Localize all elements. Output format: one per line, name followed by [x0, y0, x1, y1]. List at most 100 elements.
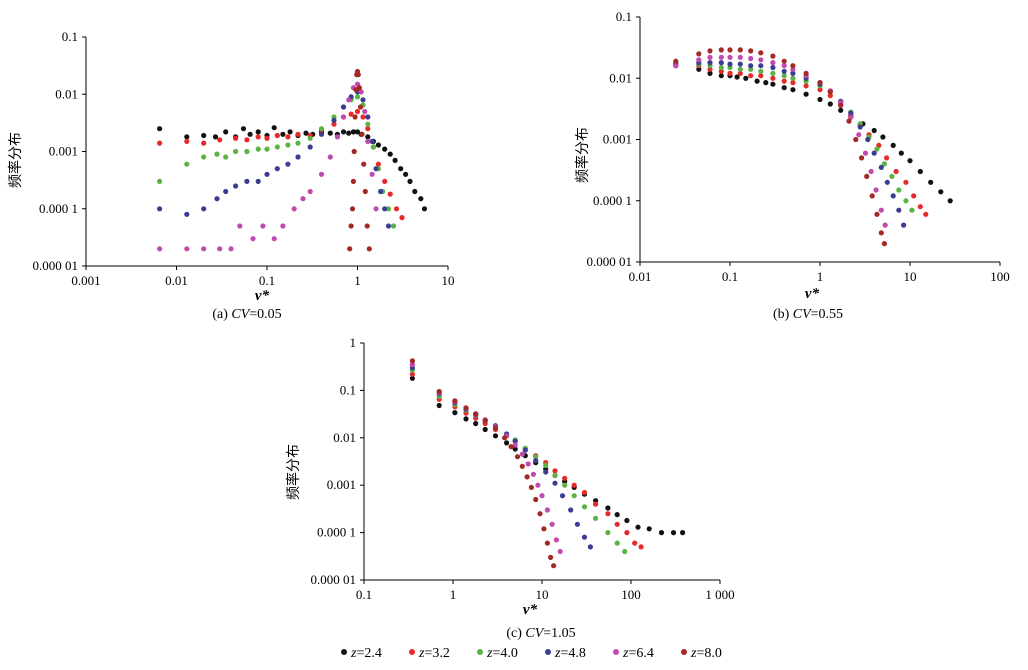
legend-marker	[477, 649, 483, 655]
data-point	[359, 131, 365, 137]
data-point	[551, 563, 557, 569]
y-tick-label-c: 0.000 1	[317, 525, 356, 540]
data-point	[868, 168, 874, 175]
y-tick-label-c: 0.001	[327, 477, 356, 492]
data-point	[360, 97, 366, 103]
panel-b: (b) CV=0.55 0.000 01 0.000 1 0.001 0.01 0.1 0…	[574, 9, 1010, 322]
data-point	[217, 246, 223, 252]
data-point	[581, 489, 588, 496]
data-point	[781, 63, 787, 69]
data-point	[233, 135, 239, 141]
series-a-0	[157, 125, 428, 212]
data-point	[255, 178, 261, 184]
data-point	[452, 398, 458, 404]
data-point	[543, 462, 549, 469]
x-tick-label-c: 10	[536, 587, 549, 602]
data-point	[880, 134, 886, 140]
data-point	[869, 193, 875, 199]
data-point	[362, 188, 368, 195]
data-point	[223, 129, 229, 135]
data-point	[214, 196, 220, 202]
data-point	[369, 171, 375, 177]
data-point	[387, 151, 393, 157]
data-point	[638, 544, 644, 550]
x-axis-label-c: v*	[523, 602, 538, 618]
data-point	[544, 540, 551, 546]
x-tick-label-c: 1 000	[705, 587, 734, 602]
series-c-2	[409, 367, 628, 555]
data-point	[492, 433, 499, 439]
data-point	[390, 223, 397, 229]
data-point	[857, 124, 863, 130]
data-point	[201, 132, 207, 139]
data-point	[763, 80, 769, 86]
data-point	[781, 73, 787, 79]
data-point	[878, 230, 884, 236]
data-point	[680, 530, 686, 536]
data-point	[754, 78, 760, 84]
data-point	[696, 51, 702, 57]
data-point	[375, 142, 381, 148]
data-point	[318, 131, 325, 137]
data-point	[718, 47, 724, 53]
data-point	[351, 148, 357, 155]
series-a-4	[157, 81, 379, 252]
data-point	[881, 161, 888, 167]
y-tick-label-b: 0.000 1	[593, 193, 632, 208]
legend-marker	[681, 649, 687, 655]
data-point	[758, 63, 764, 69]
data-point	[201, 140, 207, 146]
data-point	[635, 524, 641, 530]
data-point	[287, 129, 293, 135]
y-tick-label-c: 0.1	[340, 382, 356, 397]
data-point	[770, 64, 776, 71]
data-point	[504, 440, 510, 446]
data-point	[748, 63, 754, 69]
data-point	[482, 418, 488, 424]
data-point	[340, 129, 347, 135]
series-b-5	[673, 47, 888, 247]
x-axis-label-b: v*	[805, 286, 820, 302]
data-point	[519, 463, 525, 469]
x-tick-label-a: 1	[354, 273, 361, 288]
data-point	[593, 501, 599, 507]
data-point	[533, 454, 539, 460]
data-point	[770, 70, 776, 76]
data-point	[707, 60, 713, 66]
data-point	[502, 435, 508, 441]
data-point	[696, 66, 702, 72]
data-point	[748, 66, 754, 72]
data-point	[300, 196, 306, 202]
legend-marker	[409, 649, 415, 655]
data-point	[307, 144, 313, 150]
data-point	[543, 469, 549, 475]
panel-c: (c) CV=1.05 0.000 01 0.000 1 0.001 0.01 0.1 1…	[285, 335, 735, 641]
data-point	[907, 158, 913, 164]
data-point	[237, 223, 243, 229]
data-point	[734, 74, 740, 80]
data-point	[264, 146, 270, 152]
data-point	[334, 134, 340, 140]
data-point	[873, 187, 879, 193]
data-point	[244, 137, 250, 143]
data-point	[512, 442, 518, 448]
data-point	[412, 188, 418, 195]
data-point	[307, 135, 313, 141]
data-point	[255, 146, 261, 152]
data-point	[492, 425, 499, 431]
data-point	[827, 101, 833, 107]
data-point	[184, 138, 190, 144]
data-point	[817, 87, 823, 93]
y-tick-label-c: 0.01	[333, 430, 356, 445]
data-point	[346, 97, 352, 103]
data-point	[605, 511, 611, 517]
data-point	[228, 246, 234, 252]
data-point	[614, 521, 620, 527]
data-point	[352, 114, 358, 120]
data-point	[562, 482, 568, 488]
data-point	[790, 75, 796, 81]
legend-label: z=4.8	[554, 646, 586, 661]
data-point	[673, 58, 679, 64]
data-point	[217, 137, 223, 143]
data-point	[271, 236, 277, 242]
